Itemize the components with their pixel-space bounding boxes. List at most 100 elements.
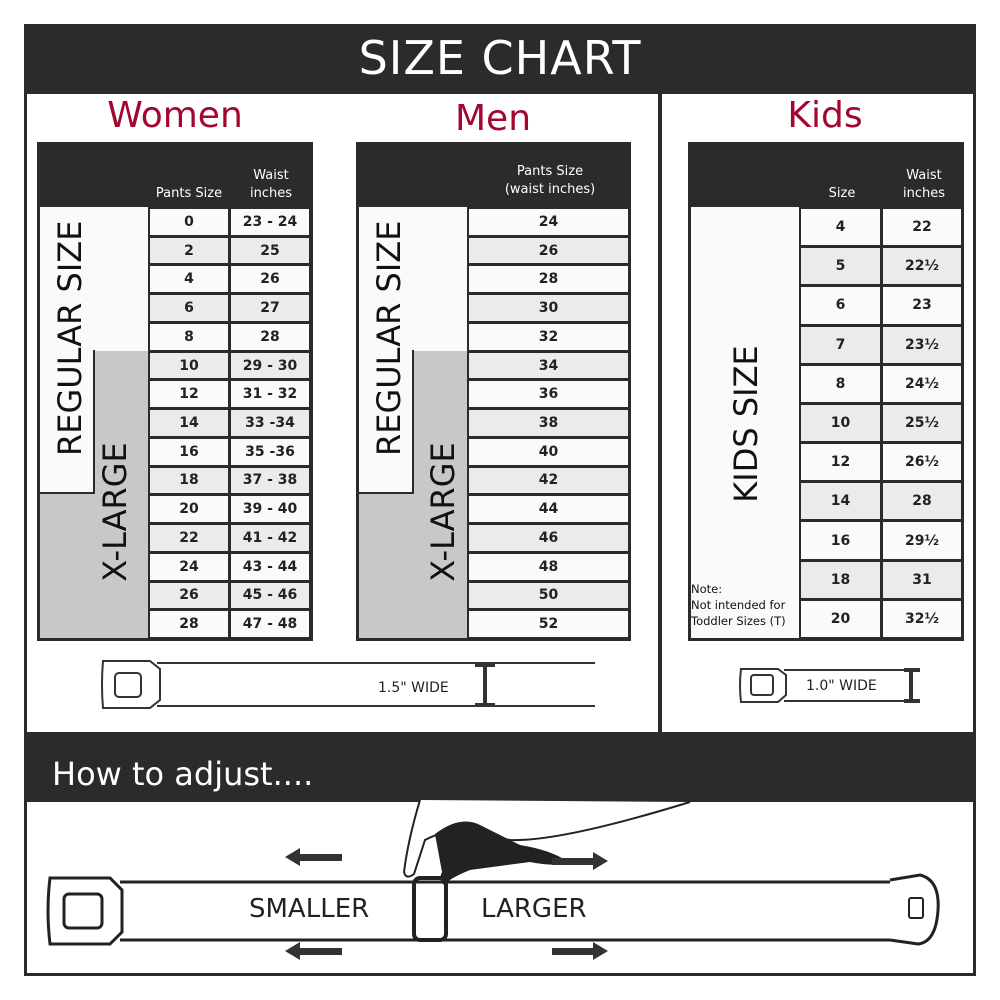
kids-size-cell: 20 xyxy=(799,598,882,639)
kids-waist-cell: 22½ xyxy=(881,246,963,287)
women-belt-width: 1.5" WIDE xyxy=(378,680,449,696)
women-pants-size-cell: 14 xyxy=(148,408,230,438)
men-pants-size-cell: 46 xyxy=(467,523,630,553)
men-title: Men xyxy=(454,98,532,139)
men-pants-size-cell: 42 xyxy=(467,465,630,496)
women-regular-label: REGULAR SIZE xyxy=(51,220,89,456)
women-waist-cell: 35 -36 xyxy=(229,436,311,467)
kids-size-cell: 5 xyxy=(799,246,882,287)
women-waist-cell: 27 xyxy=(229,293,311,323)
women-pants-size-cell: 26 xyxy=(148,580,230,611)
kids-waist-cell: 22 xyxy=(881,207,963,248)
larger-label: LARGER xyxy=(481,894,587,924)
women-waist-cell: 25 xyxy=(229,235,311,266)
hand-icon xyxy=(402,800,691,885)
adjust-illustration xyxy=(46,800,940,960)
men-regular-label: REGULAR SIZE xyxy=(370,220,408,456)
women-table: Pants Size Waist inches REGULAR SIZE X-L… xyxy=(37,142,313,641)
kids-header-waist: Waist inches xyxy=(902,168,945,201)
buckle-icon xyxy=(101,660,161,709)
women-waist-cell: 28 xyxy=(229,321,311,352)
buckle-icon xyxy=(46,876,124,946)
kids-waist-cell: 26½ xyxy=(881,442,963,483)
women-pants-size-cell: 28 xyxy=(148,609,230,639)
women-waist-cell: 47 - 48 xyxy=(229,609,311,639)
women-title: Women xyxy=(107,95,243,136)
women-regular-region xyxy=(40,207,151,351)
women-waist-cell: 29 - 30 xyxy=(229,350,311,381)
kids-waist-cell: 32½ xyxy=(881,598,963,639)
men-pants-size-cell: 36 xyxy=(467,379,630,410)
adjust-title: How to adjust.... xyxy=(24,732,976,802)
women-pants-size-cell: 16 xyxy=(148,436,230,467)
kids-header-size: Size xyxy=(828,186,856,201)
kids-table: Size Waist inches KIDS SIZE Note: Not in… xyxy=(688,142,964,641)
men-pants-size-cell: 32 xyxy=(467,321,630,352)
men-pants-size-cell: 50 xyxy=(467,580,630,611)
women-pants-size-cell: 4 xyxy=(148,264,230,295)
kids-waist-cell: 23½ xyxy=(881,324,963,365)
men-regular-region xyxy=(359,207,469,351)
kids-belt-illustration xyxy=(739,668,920,703)
women-pants-size-cell: 24 xyxy=(148,551,230,582)
kids-size-cell: 7 xyxy=(799,324,882,365)
men-pants-size-cell: 40 xyxy=(467,436,630,467)
arrow-right-icon xyxy=(552,852,608,960)
women-waist-cell: 31 - 32 xyxy=(229,379,311,410)
kids-size-cell: 10 xyxy=(799,402,882,444)
kids-size-cell: 18 xyxy=(799,559,882,600)
slider-loop-icon xyxy=(412,876,448,942)
women-pants-size-cell: 0 xyxy=(148,207,230,237)
men-regular-region-lower xyxy=(359,350,414,494)
kids-waist-cell: 25½ xyxy=(881,402,963,444)
kids-size-cell: 14 xyxy=(799,481,882,522)
section-divider xyxy=(658,94,662,734)
men-table: Pants Size (waist inches) REGULAR SIZE X… xyxy=(356,142,631,641)
women-pants-size-cell: 2 xyxy=(148,235,230,266)
kids-waist-cell: 29½ xyxy=(881,520,963,561)
kids-size-cell: 8 xyxy=(799,363,882,404)
women-xlarge-label: X-LARGE xyxy=(96,442,134,582)
women-header-pants-size: Pants Size xyxy=(155,186,223,201)
men-pants-size-cell: 24 xyxy=(467,207,630,237)
women-pants-size-cell: 20 xyxy=(148,494,230,525)
women-pants-size-cell: 8 xyxy=(148,321,230,352)
kids-waist-cell: 23 xyxy=(881,285,963,326)
men-header-pants-size: Pants Size (waist inches) xyxy=(504,164,596,197)
smaller-label: SMALLER xyxy=(249,894,370,924)
women-pants-size-cell: 18 xyxy=(148,465,230,496)
women-waist-cell: 23 - 24 xyxy=(229,207,311,237)
kids-size-label: KIDS SIZE xyxy=(727,345,765,503)
kids-belt-width: 1.0" WIDE xyxy=(806,678,877,694)
kids-title: Kids xyxy=(787,95,863,136)
women-waist-cell: 26 xyxy=(229,264,311,295)
men-pants-size-cell: 26 xyxy=(467,235,630,266)
women-pants-size-cell: 22 xyxy=(148,523,230,553)
kids-note: Note: Not intended for Toddler Sizes (T) xyxy=(691,582,786,628)
men-pants-size-cell: 28 xyxy=(467,264,630,295)
kids-label-region xyxy=(691,207,801,638)
men-pants-size-cell: 34 xyxy=(467,350,630,381)
women-pants-size-cell: 12 xyxy=(148,379,230,410)
women-header-waist: Waist inches xyxy=(249,168,292,201)
women-pants-size-cell: 6 xyxy=(148,293,230,323)
women-waist-cell: 45 - 46 xyxy=(229,580,311,611)
women-regular-region-lower xyxy=(40,350,95,494)
women-waist-cell: 41 - 42 xyxy=(229,523,311,553)
men-pants-size-cell: 44 xyxy=(467,494,630,525)
arrow-left-icon xyxy=(285,848,342,960)
men-xlarge-label: X-LARGE xyxy=(424,442,462,582)
women-waist-cell: 33 -34 xyxy=(229,408,311,438)
buckle-icon xyxy=(739,668,787,703)
men-pants-size-cell: 52 xyxy=(467,609,630,639)
women-waist-cell: 37 - 38 xyxy=(229,465,311,496)
men-pants-size-cell: 38 xyxy=(467,408,630,438)
kids-waist-cell: 24½ xyxy=(881,363,963,404)
women-pants-size-cell: 10 xyxy=(148,350,230,381)
page-title: SIZE CHART xyxy=(24,24,976,94)
men-pants-size-cell: 48 xyxy=(467,551,630,582)
women-belt-illustration xyxy=(101,660,595,709)
kids-size-cell: 12 xyxy=(799,442,882,483)
kids-size-cell: 16 xyxy=(799,520,882,561)
men-pants-size-cell: 30 xyxy=(467,293,630,323)
